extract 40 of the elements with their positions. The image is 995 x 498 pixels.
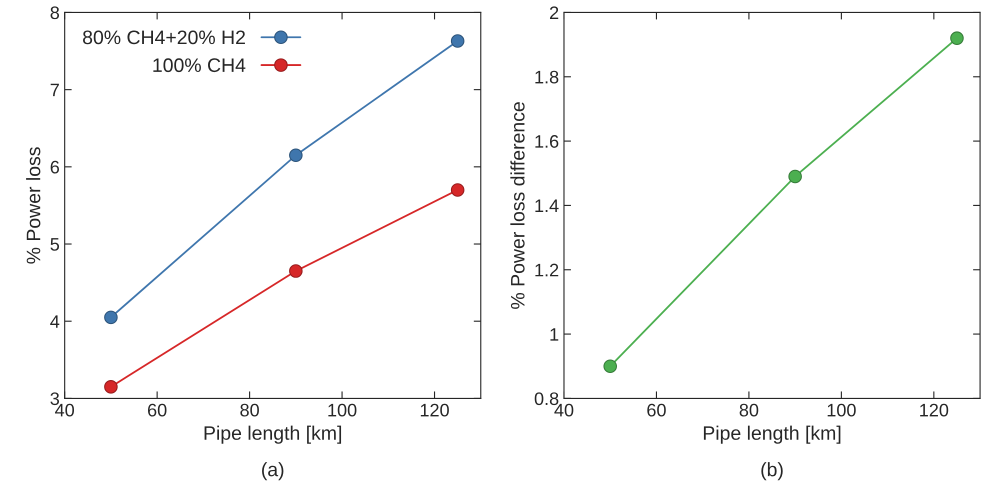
y-axis-title: % Power loss difference	[510, 102, 525, 309]
x-axis-title: Pipe length [km]	[704, 426, 840, 444]
legend-label: 100% CH4	[153, 58, 246, 72]
y-tick-label: 5	[50, 238, 60, 251]
text: (a)	[262, 462, 284, 480]
legend-label: 80% CH4+20% H2	[83, 30, 245, 44]
y-tick-label: 1.2	[535, 264, 558, 276]
x-tick-label: 100	[328, 404, 356, 417]
x-axis-title: Pipe length [km]	[204, 426, 342, 444]
x-tick-label: 40	[55, 404, 74, 417]
y-tick-label: 1.4	[535, 200, 559, 212]
y-tick-label: 4	[50, 315, 60, 328]
x-tick-label: 40	[554, 404, 574, 417]
y-tick-label: 0.8	[534, 392, 558, 406]
x-tick-label: 60	[148, 404, 166, 417]
x-tick-label: 120	[420, 404, 449, 417]
point	[788, 170, 802, 184]
point	[950, 31, 964, 45]
y-tick-label: 1.8	[535, 70, 558, 84]
y-tick-label: 3	[50, 392, 60, 406]
point	[104, 380, 118, 394]
x-tick-label: 80	[740, 404, 758, 417]
x-tick-label: 100	[828, 404, 856, 417]
x-tick-label: 80	[240, 404, 259, 417]
y-tick-label: 8	[50, 6, 60, 20]
point	[104, 310, 118, 324]
point	[289, 264, 303, 278]
y-tick-label: 7	[50, 84, 59, 96]
text: (b)	[761, 462, 783, 480]
y-tick-label: 6	[50, 160, 60, 174]
y-tick-label: 1.6	[535, 135, 558, 148]
y-axis-title: % Power loss	[26, 147, 40, 264]
x-tick-label: 60	[647, 404, 666, 417]
point	[603, 359, 617, 374]
y-tick-label: 2	[550, 6, 558, 19]
y-tick-label: 1	[550, 328, 558, 341]
point	[450, 183, 464, 197]
x-tick-label: 120	[920, 404, 948, 417]
point	[289, 148, 303, 162]
point	[450, 34, 464, 48]
